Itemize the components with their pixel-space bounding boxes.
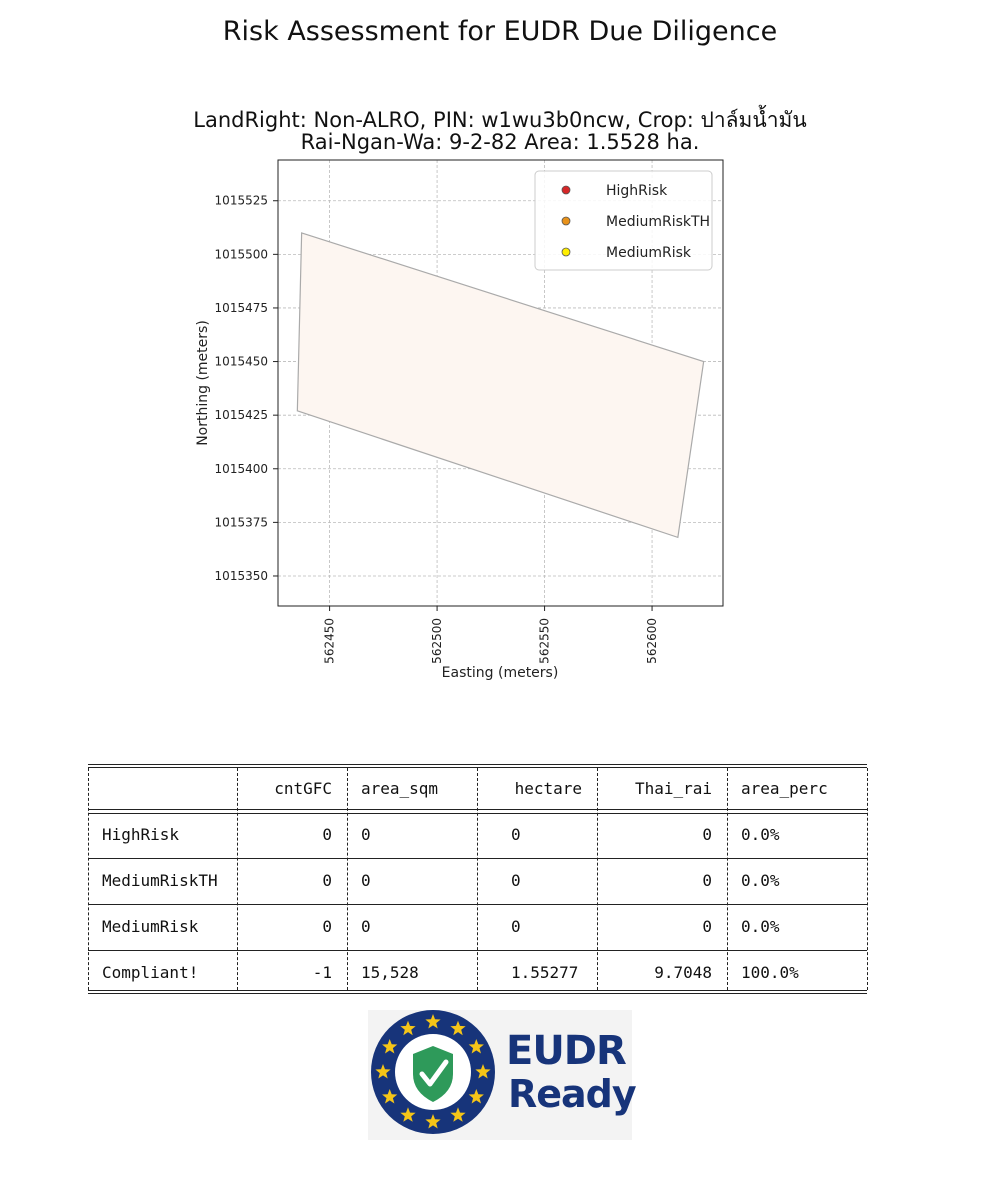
y-tick-label: 1015475 — [215, 301, 268, 315]
eu-star-badge-icon — [371, 1010, 495, 1134]
table-cell: 0 — [511, 825, 521, 844]
table-column-rule — [88, 768, 89, 990]
star-icon — [382, 1089, 398, 1104]
table-column-rule — [867, 768, 868, 990]
y-axis-label: Northing (meters) — [195, 320, 211, 446]
table-cell: HighRisk — [102, 825, 180, 844]
table-header-cell: cntGFC — [274, 779, 332, 798]
table-cell: 0 — [322, 917, 332, 936]
x-axis-label: Easting (meters) — [442, 665, 559, 681]
table-cell: 0 — [322, 825, 332, 844]
chart-subtitle-line2: Rai-Ngan-Wa: 9-2-82 Area: 1.5528 ha. — [300, 130, 700, 154]
star-icon — [425, 1114, 441, 1129]
table-cell: 0 — [511, 871, 521, 890]
table-header-cell: area_perc — [741, 779, 828, 798]
table-cell: 9.7048 — [654, 963, 712, 982]
table-header-cell: Thai_rai — [634, 779, 712, 798]
table-cell: MediumRiskTH — [102, 871, 218, 890]
legend-box — [534, 170, 713, 271]
star-icon — [382, 1039, 398, 1054]
star-icon — [425, 1014, 441, 1029]
x-tick-label: 562600 — [645, 618, 659, 664]
risk-table: cntGFC area_sqm hectare Thai_rai area_perc Hi… — [88, 764, 868, 994]
table-column-rule — [237, 768, 238, 990]
table-column-rule — [727, 768, 728, 990]
table-cell: 0 — [361, 917, 371, 936]
x-tick-label: 562550 — [538, 618, 552, 664]
star-icon — [450, 1020, 466, 1036]
chart-subtitle-line1: LandRight: Non-ALRO, PIN: w1wu3b0ncw, Cr… — [193, 108, 807, 132]
star-icon — [400, 1020, 416, 1036]
table-column-rule — [597, 768, 598, 990]
table-cell: -1 — [312, 963, 332, 982]
legend-marker — [561, 216, 571, 226]
x-tick-label: 562450 — [323, 618, 337, 664]
parcel-polygon-layer — [296, 232, 705, 539]
table-rule — [88, 990, 867, 991]
table-cell: 0 — [702, 917, 712, 936]
plot-frame — [277, 159, 724, 607]
y-tick-label: 1015425 — [215, 408, 268, 422]
star-icon — [375, 1064, 391, 1079]
table-rule — [88, 993, 867, 994]
table-cell: 0 — [702, 825, 712, 844]
star-icon — [400, 1107, 416, 1122]
y-tick-label: 1015400 — [215, 462, 268, 476]
legend-marker — [561, 185, 571, 195]
legend-label: MediumRiskTH — [606, 214, 710, 230]
table-header-cell: hectare — [514, 779, 582, 798]
table-cell: 1.55277 — [511, 963, 579, 982]
table-cell: 0.0% — [741, 917, 780, 936]
parcel-polygon — [296, 232, 705, 539]
page-title: Risk Assessment for EUDR Due Diligence — [222, 16, 778, 47]
table-cell: 0 — [511, 917, 521, 936]
table-header-cell: area_sqm — [361, 779, 439, 798]
star-icon — [450, 1107, 466, 1122]
table-cell: 0 — [702, 871, 712, 890]
legend-label: MediumRisk — [606, 245, 692, 261]
y-tick-label: 1015350 — [215, 569, 268, 583]
logo-line1: EUDR — [506, 1028, 627, 1074]
table-cell: 0 — [361, 871, 371, 890]
x-tick-label: 562500 — [430, 618, 444, 664]
star-icon — [468, 1039, 484, 1054]
legend-label: HighRisk — [606, 183, 668, 199]
table-rule — [88, 764, 867, 765]
table-cell: 15,528 — [361, 963, 419, 982]
table-cell: 0 — [361, 825, 371, 844]
plot-area: 562450 562500 562550 562600 1015350 1015375 10… — [195, 159, 724, 681]
table-cell: 0.0% — [741, 825, 780, 844]
table-cell: Compliant! — [102, 963, 199, 982]
table-cell: 100.0% — [741, 963, 799, 982]
y-tick-label: 1015375 — [215, 515, 268, 529]
star-icon — [468, 1089, 484, 1104]
eudr-ready-logo: EUDR Ready — [368, 1010, 637, 1140]
table-cell: MediumRisk — [102, 917, 199, 936]
y-tick-label: 1015500 — [215, 247, 268, 261]
star-icon — [475, 1064, 491, 1079]
table-column-rule — [347, 768, 348, 990]
table-column-rule — [477, 768, 478, 990]
table-cell: 0.0% — [741, 871, 780, 890]
logo-line2: Ready — [508, 1072, 637, 1116]
table-cell: 0 — [322, 871, 332, 890]
legend: HighRisk MediumRiskTH MediumRisk — [534, 170, 713, 271]
axis-ticks: 562450 562500 562550 562600 1015350 1015375 10… — [215, 194, 660, 664]
table-rule — [88, 767, 867, 768]
legend-marker — [561, 247, 571, 257]
y-tick-label: 1015450 — [215, 355, 268, 369]
y-tick-label: 1015525 — [215, 194, 268, 208]
